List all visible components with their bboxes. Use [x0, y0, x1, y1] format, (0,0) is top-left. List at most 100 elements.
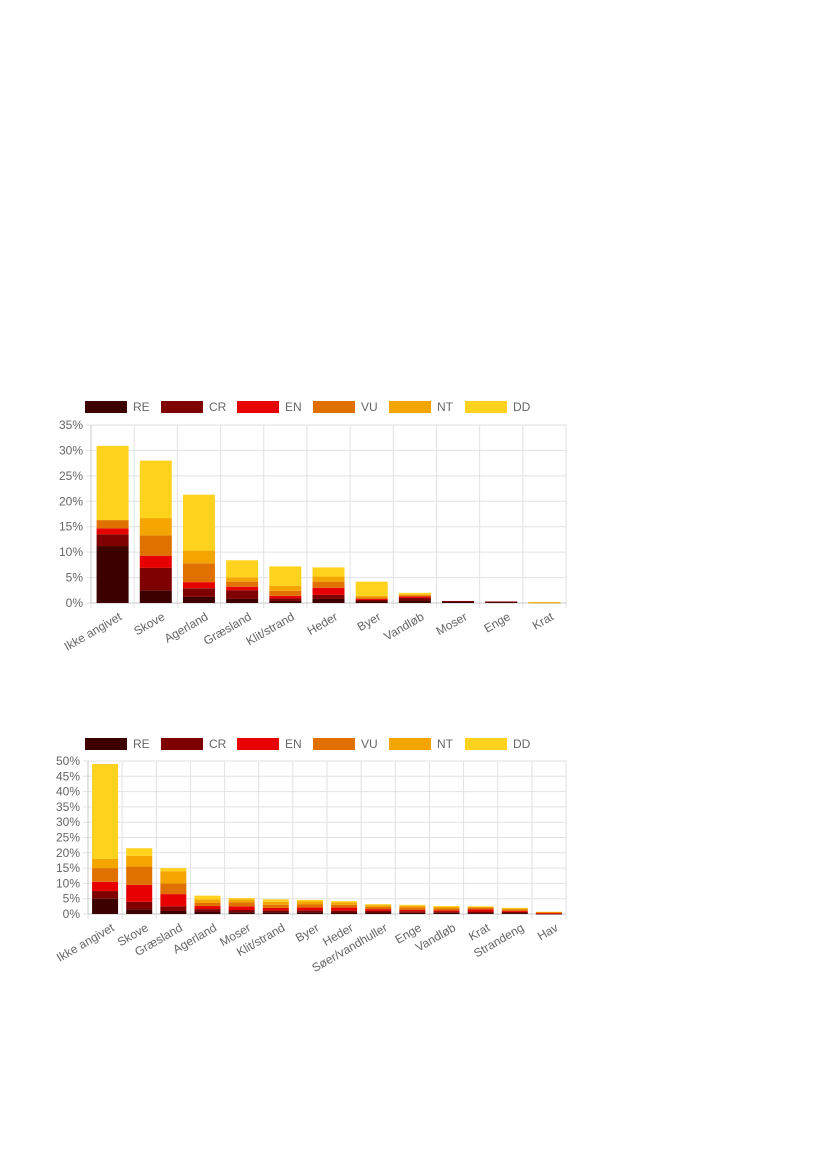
bar-en[interactable]	[228, 906, 255, 911]
bar-re[interactable]	[126, 909, 153, 914]
legend-swatch-nt[interactable]	[389, 401, 431, 413]
legend-swatch-nt[interactable]	[389, 738, 431, 750]
legend-swatch-re[interactable]	[85, 401, 127, 413]
legend-swatch-dd[interactable]	[465, 401, 507, 413]
legend-label-vu[interactable]: VU	[361, 737, 378, 751]
bar-cr[interactable]	[355, 599, 388, 602]
bar-en[interactable]	[92, 881, 119, 892]
bar-dd[interactable]	[126, 848, 153, 856]
legend-label-en[interactable]: EN	[285, 400, 302, 414]
legend-label-vu[interactable]: VU	[361, 400, 378, 414]
legend-swatch-en[interactable]	[237, 738, 279, 750]
bar-re[interactable]	[194, 911, 221, 914]
bar-cr[interactable]	[92, 891, 119, 899]
bar-cr[interactable]	[467, 911, 494, 914]
bar-nt[interactable]	[535, 911, 562, 913]
bar-cr[interactable]	[126, 901, 153, 910]
bar-en[interactable]	[535, 913, 562, 914]
bar-vu[interactable]	[194, 902, 221, 907]
bar-vu[interactable]	[528, 602, 561, 604]
bar-en[interactable]	[398, 596, 431, 598]
legend-label-cr[interactable]: CR	[209, 400, 227, 414]
bar-en[interactable]	[501, 910, 528, 912]
legend-swatch-cr[interactable]	[161, 401, 203, 413]
bar-re[interactable]	[92, 898, 119, 914]
legend-swatch-vu[interactable]	[313, 738, 355, 750]
bar-re[interactable]	[485, 601, 518, 603]
bar-dd[interactable]	[262, 899, 289, 902]
bar-re[interactable]	[96, 546, 129, 603]
bar-dd[interactable]	[96, 445, 129, 521]
bar-re[interactable]	[331, 912, 358, 914]
bar-cr[interactable]	[96, 534, 129, 547]
bar-en[interactable]	[139, 555, 172, 568]
bar-nt[interactable]	[262, 901, 289, 905]
bar-re[interactable]	[296, 912, 323, 914]
bar-re[interactable]	[501, 913, 528, 914]
bar-cr[interactable]	[226, 590, 259, 599]
bar-en[interactable]	[194, 906, 221, 910]
bar-en[interactable]	[331, 907, 358, 911]
bar-re[interactable]	[262, 912, 289, 914]
bar-re[interactable]	[398, 600, 431, 603]
bar-en[interactable]	[312, 587, 345, 595]
bar-dd[interactable]	[433, 906, 460, 907]
legend-label-re[interactable]: RE	[133, 737, 150, 751]
bar-vu[interactable]	[92, 868, 119, 882]
bar-nt[interactable]	[331, 902, 358, 905]
bar-re[interactable]	[365, 912, 392, 914]
bar-en[interactable]	[467, 909, 494, 912]
bar-nt[interactable]	[312, 576, 345, 582]
bar-dd[interactable]	[355, 581, 388, 596]
bar-re[interactable]	[355, 601, 388, 603]
bar-cr[interactable]	[296, 910, 323, 913]
bar-nt[interactable]	[296, 901, 323, 905]
bar-dd[interactable]	[331, 901, 358, 903]
bar-dd[interactable]	[269, 566, 302, 586]
legend-swatch-re[interactable]	[85, 738, 127, 750]
bar-cr[interactable]	[262, 910, 289, 913]
bar-nt[interactable]	[365, 905, 392, 907]
bar-en[interactable]	[126, 884, 153, 902]
legend-label-cr[interactable]: CR	[209, 737, 227, 751]
bar-en[interactable]	[269, 595, 302, 599]
bar-nt[interactable]	[226, 577, 259, 582]
bar-dd[interactable]	[228, 898, 255, 900]
legend-label-en[interactable]: EN	[285, 737, 302, 751]
bar-dd[interactable]	[194, 895, 221, 900]
bar-vu[interactable]	[467, 907, 494, 910]
bar-en[interactable]	[182, 582, 215, 589]
bar-en[interactable]	[226, 586, 259, 591]
bar-vu[interactable]	[96, 520, 129, 529]
bar-vu[interactable]	[182, 563, 215, 583]
bar-en[interactable]	[355, 598, 388, 600]
bar-dd[interactable]	[139, 460, 172, 519]
bar-vu[interactable]	[296, 904, 323, 908]
bar-re[interactable]	[182, 596, 215, 603]
bar-dd[interactable]	[467, 906, 494, 908]
bar-en[interactable]	[160, 894, 187, 907]
bar-dd[interactable]	[501, 907, 528, 909]
bar-nt[interactable]	[160, 871, 187, 884]
bar-cr[interactable]	[194, 909, 221, 912]
bar-dd[interactable]	[398, 592, 431, 595]
bar-vu[interactable]	[398, 595, 431, 597]
bar-dd[interactable]	[296, 899, 323, 902]
bar-cr[interactable]	[160, 906, 187, 911]
bar-cr[interactable]	[485, 601, 518, 603]
bar-vu[interactable]	[139, 535, 172, 556]
bar-dd[interactable]	[226, 560, 259, 578]
bar-cr[interactable]	[182, 588, 215, 597]
bar-dd[interactable]	[365, 904, 392, 906]
legend-label-re[interactable]: RE	[133, 400, 150, 414]
bar-vu[interactable]	[269, 590, 302, 596]
bar-re[interactable]	[467, 913, 494, 914]
bar-nt[interactable]	[269, 585, 302, 591]
legend-swatch-cr[interactable]	[161, 738, 203, 750]
bar-en[interactable]	[365, 909, 392, 911]
bar-cr[interactable]	[228, 910, 255, 913]
bar-re[interactable]	[442, 601, 475, 603]
bar-nt[interactable]	[501, 908, 528, 910]
bar-re[interactable]	[312, 598, 345, 603]
legend-label-nt[interactable]: NT	[437, 737, 454, 751]
